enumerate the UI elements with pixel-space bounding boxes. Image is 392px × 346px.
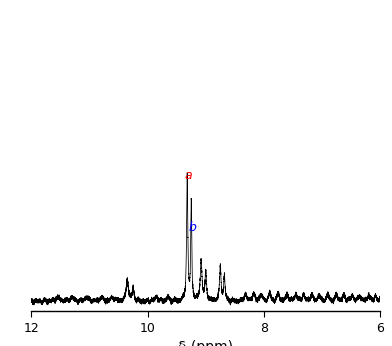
Text: b: b bbox=[189, 220, 196, 234]
X-axis label: δ (ppm): δ (ppm) bbox=[178, 340, 233, 346]
Text: a: a bbox=[185, 169, 192, 182]
